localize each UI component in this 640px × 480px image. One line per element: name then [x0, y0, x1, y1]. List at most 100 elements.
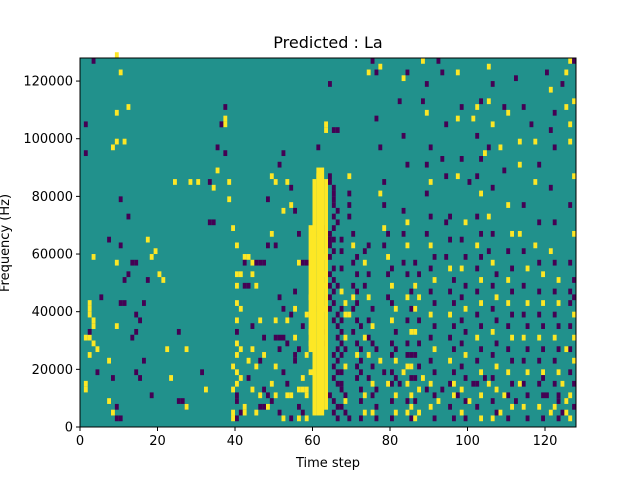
heatmap-cell	[432, 300, 437, 306]
heatmap-cell	[262, 386, 266, 393]
heatmap-cell	[207, 179, 212, 185]
heatmap-cell	[328, 305, 332, 312]
heatmap-cell	[390, 340, 394, 347]
heatmap-cell	[130, 259, 135, 266]
heatmap-cell	[293, 288, 297, 295]
heatmap-cell	[281, 369, 286, 376]
heatmap-cell	[211, 219, 216, 226]
heatmap-cell	[331, 225, 336, 231]
heatmap-cell	[548, 248, 553, 255]
heatmap-cell	[142, 300, 146, 306]
heatmap-cell	[510, 230, 514, 237]
heatmap-cell	[440, 156, 445, 162]
heatmap-cell	[285, 179, 290, 185]
heatmap-cell	[455, 173, 460, 180]
heatmap-cell	[506, 109, 511, 116]
heatmap-cell	[494, 271, 499, 278]
heatmap-cell	[390, 352, 394, 358]
heatmap-cell	[393, 409, 398, 416]
heatmap-cell	[413, 259, 418, 266]
heatmap-cell	[328, 173, 332, 180]
heatmap-cell	[289, 392, 294, 399]
heatmap-cell	[525, 300, 530, 306]
heatmap-cell	[297, 415, 301, 422]
heatmap-cell	[235, 282, 239, 289]
heatmap-cell	[502, 104, 507, 110]
heatmap-cell	[235, 300, 239, 306]
heatmap-cell	[83, 121, 88, 128]
heatmap-cell	[114, 138, 119, 145]
heatmap-cell	[556, 323, 561, 329]
heatmap-cell	[560, 81, 565, 87]
heatmap-cell	[525, 265, 530, 272]
heatmap-cell	[506, 202, 511, 208]
heatmap-cell	[572, 98, 576, 105]
y-tick-label: 0	[65, 421, 73, 436]
heatmap-cell	[362, 334, 367, 341]
heatmap-cell	[355, 317, 359, 324]
heatmap-cell	[335, 127, 340, 133]
heatmap-cell	[134, 328, 139, 335]
heatmap-cell	[242, 254, 247, 260]
heatmap-cell	[494, 409, 499, 416]
heatmap-cell	[258, 317, 263, 324]
heatmap-cell	[235, 415, 239, 422]
heatmap-cell	[374, 346, 379, 353]
heatmap-cell	[83, 150, 88, 157]
heatmap-cell	[556, 398, 561, 404]
heatmap-cell	[409, 328, 414, 335]
heatmap-cell	[281, 207, 286, 214]
heatmap-cell	[114, 323, 119, 329]
heatmap-cell	[459, 363, 464, 370]
heatmap-cell	[304, 352, 309, 358]
heatmap-cell	[331, 363, 336, 370]
heatmap-cell	[386, 230, 390, 237]
heatmap-cell	[413, 375, 418, 381]
heatmap-cell	[370, 409, 375, 416]
heatmap-cell	[304, 311, 309, 318]
heatmap-cell	[521, 202, 526, 208]
heatmap-cell	[409, 403, 414, 410]
heatmap-cell	[161, 277, 166, 283]
heatmap-cell	[409, 375, 414, 381]
heatmap-cell	[490, 282, 495, 289]
heatmap-cell	[521, 403, 526, 410]
heatmap-cell	[556, 300, 561, 306]
heatmap-cell	[498, 409, 503, 416]
heatmap-cell	[568, 346, 573, 353]
heatmap-cell	[390, 317, 394, 324]
x-axis-label: Time step	[295, 456, 360, 471]
heatmap-cell	[390, 369, 394, 376]
heatmap-cell	[428, 179, 433, 185]
heatmap-cell	[370, 305, 375, 312]
heatmap-cell	[250, 323, 255, 329]
heatmap-cell	[370, 380, 375, 387]
x-tick-label: 80	[382, 434, 399, 449]
heatmap-cell	[490, 184, 495, 191]
heatmap-cell	[405, 352, 410, 358]
heatmap-cell	[281, 415, 286, 422]
heatmap-cell	[521, 311, 526, 318]
heatmap-cell	[339, 340, 344, 347]
heatmap-cell	[374, 403, 379, 410]
heatmap-cell	[281, 150, 286, 157]
heatmap-cell	[510, 334, 514, 341]
heatmap-cell	[455, 392, 460, 399]
heatmap-cell	[548, 409, 553, 416]
heatmap-cell	[517, 161, 522, 168]
heatmap-cell	[452, 415, 456, 422]
heatmap-cell	[463, 415, 468, 422]
heatmap-cell	[568, 415, 573, 422]
heatmap-cell	[413, 415, 418, 422]
heatmap-cell	[541, 346, 545, 353]
heatmap-cell	[417, 294, 421, 301]
heatmap-cell	[552, 311, 557, 318]
heatmap-cell	[405, 409, 410, 416]
heatmap-cell	[266, 242, 270, 249]
heatmap-cell	[118, 196, 123, 203]
heatmap-cell	[347, 202, 352, 208]
heatmap-cell	[405, 219, 410, 226]
heatmap-cell	[521, 380, 526, 387]
heatmap-cell	[277, 161, 282, 168]
heatmap-cell	[196, 179, 201, 185]
